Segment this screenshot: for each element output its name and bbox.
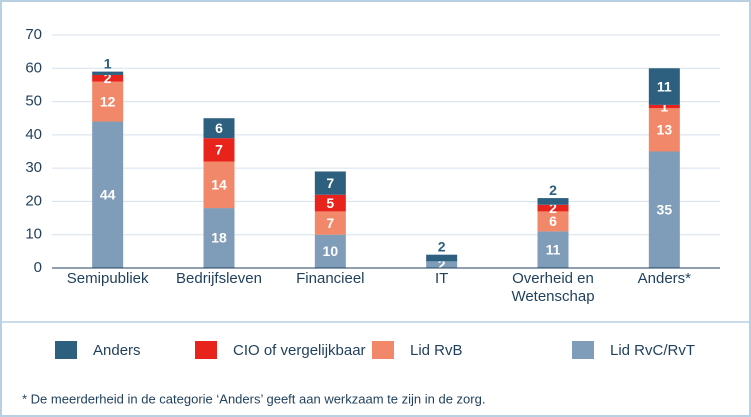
data-label: 14 — [211, 176, 227, 192]
x-tick-label-box: IT — [434, 270, 449, 287]
x-tick-label: Bedrijfsleven — [176, 270, 262, 287]
y-tick-label: 40 — [25, 126, 42, 143]
y-tick-label: 0 — [34, 259, 42, 276]
legend-swatch — [572, 341, 594, 359]
data-label: 2 — [549, 200, 557, 216]
y-tick-label: 20 — [25, 192, 42, 209]
data-label: 6 — [549, 213, 557, 229]
data-label: 35 — [657, 201, 673, 217]
data-label: 12 — [100, 93, 116, 109]
bar-segment — [537, 231, 569, 268]
data-label: 2 — [104, 70, 112, 86]
x-tick-label: Financieel — [296, 270, 365, 287]
x-tick-label-box: Anders* — [637, 270, 692, 287]
x-tick-label: IT — [434, 270, 449, 287]
data-label: 10 — [323, 243, 339, 259]
legend-label: Lid RvB — [410, 342, 463, 359]
data-label: 11 — [657, 78, 672, 94]
bar-segment — [92, 71, 124, 75]
bar-segment — [648, 68, 680, 105]
legend-swatch — [55, 341, 77, 359]
bar-segment — [537, 211, 569, 232]
legend-swatch — [195, 341, 217, 359]
data-label: 13 — [657, 122, 673, 138]
data-label: 2 — [438, 256, 446, 272]
data-label: 1 — [660, 98, 668, 114]
x-tick-label-box: Financieel — [296, 270, 365, 287]
bar-segment — [92, 74, 124, 82]
data-label: 2 — [549, 182, 557, 198]
y-tick-label: 50 — [25, 93, 42, 110]
data-label: 7 — [326, 175, 334, 191]
bar-segment — [314, 171, 346, 195]
legend-label: Anders — [93, 342, 141, 359]
bar-segment — [203, 161, 235, 209]
data-label: 18 — [211, 230, 227, 246]
x-tick-label: Overheid en Wetenschap — [511, 270, 595, 305]
y-tick-label: 60 — [25, 59, 42, 76]
data-label: 1 — [104, 55, 112, 71]
x-tick-label-box: Overheid en Wetenschap — [511, 270, 595, 305]
x-tick-label: Anders* — [637, 270, 692, 287]
x-tick-label-box: Semipubliek — [66, 270, 149, 287]
data-label: 11 — [546, 241, 561, 257]
bar-segment — [92, 81, 124, 122]
data-label: 7 — [215, 142, 223, 158]
y-tick-label: 10 — [25, 226, 42, 243]
bar-segment — [203, 208, 235, 268]
bar-segment — [203, 138, 235, 162]
bar-segment — [92, 121, 124, 269]
footnote: * De meerderheid in de categorie ‘Anders… — [22, 391, 485, 406]
legend-label: Lid RvC/RvT — [610, 342, 695, 359]
legend-swatch — [372, 341, 394, 359]
data-label: 6 — [215, 120, 223, 136]
data-label: 2 — [438, 238, 446, 254]
bar-segment — [537, 198, 569, 205]
bar-segment — [648, 151, 680, 268]
bar-segment — [203, 118, 235, 139]
bar-segment — [648, 104, 680, 109]
x-tick-label-box: Bedrijfsleven — [176, 270, 262, 287]
bar-segment — [426, 254, 458, 262]
legend-label: CIO of vergelijkbaar — [233, 342, 366, 359]
y-tick-label: 30 — [25, 159, 42, 176]
bar-segment — [537, 204, 569, 212]
bar-segment — [314, 211, 346, 235]
bar-segment — [426, 261, 458, 268]
bar-segment — [314, 234, 346, 268]
y-tick-label: 70 — [25, 26, 42, 43]
bar-segment — [314, 194, 346, 212]
data-label: 5 — [326, 195, 334, 211]
data-label: 7 — [326, 215, 334, 231]
data-label: 44 — [100, 186, 116, 202]
x-tick-label: Semipubliek — [66, 270, 149, 287]
bar-segment — [648, 108, 680, 152]
